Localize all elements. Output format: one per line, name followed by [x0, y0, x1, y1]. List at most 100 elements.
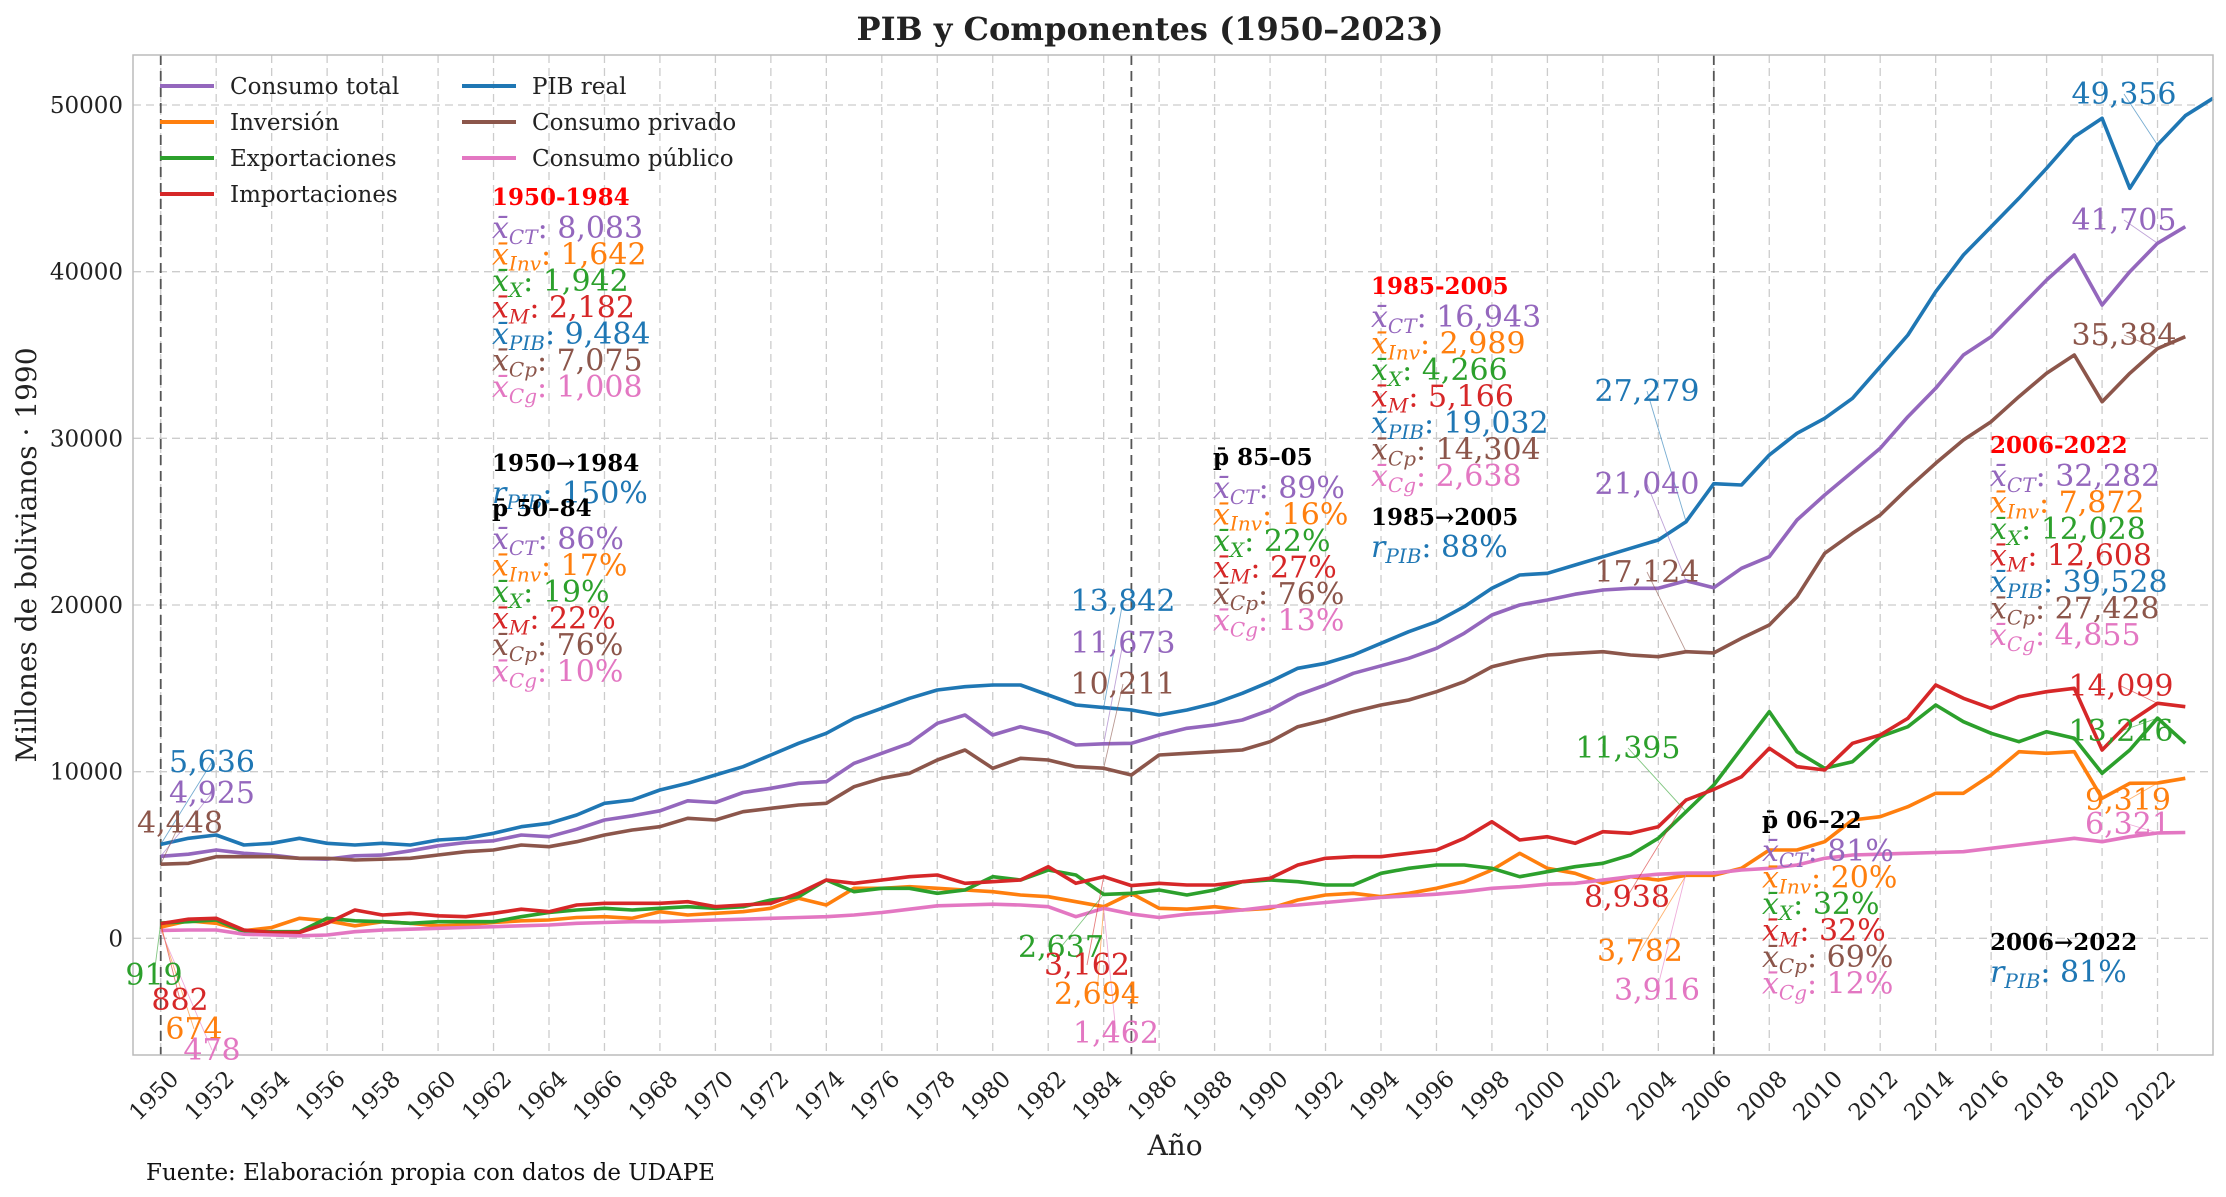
label-leader	[1060, 894, 1105, 948]
point-label: 10,211	[1071, 667, 1176, 702]
annotation-line: x̄Cg: 1,008	[492, 370, 643, 408]
legend: Consumo total Inversión Exportaciones Impor…	[160, 74, 736, 208]
annotation-line: x̄Cg: 10%	[492, 655, 623, 693]
point-labels: 5,6364,9254,44891988267447813,84211,6731…	[125, 77, 2176, 1068]
point-label: 4,448	[137, 806, 223, 841]
series-line-cp	[160, 335, 2187, 866]
label-leader	[1627, 747, 1687, 812]
x-tick-label: 1982	[1012, 1066, 1072, 1126]
plot-frame	[132, 54, 2214, 1056]
label-leader	[1626, 799, 1687, 898]
x-tick-label: 1990	[1234, 1066, 1294, 1126]
annotation-line: x̄Cg: 2,638	[1371, 459, 1522, 497]
x-axis-label: Año	[1146, 1129, 1202, 1162]
label-leaders	[153, 93, 2158, 1051]
label-leader	[160, 822, 181, 865]
x-tick-label: 1964	[513, 1066, 573, 1126]
x-tick-label: 2008	[1733, 1066, 1793, 1126]
annotation-line: x̄X: 32%	[1762, 887, 1880, 925]
annotation-line: x̄M: 5,166	[1371, 380, 1514, 418]
label-leader	[1639, 875, 1687, 952]
point-label: 17,124	[1595, 555, 1700, 590]
growth-value: rPIB: 88%	[1371, 530, 1508, 568]
x-tick-label: 2016	[1955, 1066, 2015, 1126]
share-heading: p̄ 06–22	[1762, 807, 1862, 834]
point-label: 41,705	[2072, 203, 2177, 238]
point-label: 11,673	[1071, 626, 1176, 661]
annotation-line: x̄X: 12,028	[1990, 512, 2146, 550]
label-leader	[2127, 782, 2158, 801]
x-tick-label: 2014	[1899, 1066, 1959, 1126]
point-label: 21,040	[1595, 467, 1700, 502]
annotation-line: x̄CT: 8,083	[492, 211, 643, 249]
period-dividers	[159, 55, 1715, 1055]
annotation-line: x̄Inv: 2,989	[1371, 327, 1526, 365]
point-label: 35,384	[2072, 318, 2177, 353]
annotation-line: x̄Inv: 16%	[1213, 498, 1348, 536]
point-label: 49,356	[2072, 77, 2177, 112]
label-leader	[2123, 93, 2158, 146]
annotation-line: x̄Cp: 69%	[1762, 940, 1893, 978]
x-tick-label: 1966	[568, 1066, 628, 1126]
share-heading: p̄ 50–84	[492, 495, 592, 522]
annotation-line: x̄Cp: 7,075	[492, 344, 643, 382]
x-tick-label: 1968	[624, 1066, 684, 1126]
series-line-x	[160, 703, 2187, 934]
growth-heading: 1985→2005	[1371, 504, 1518, 531]
point-label: 4,925	[169, 776, 255, 811]
x-tick-label: 1972	[735, 1066, 795, 1126]
x-tick-label: 1992	[1289, 1066, 1349, 1126]
annotation-line: x̄Cp: 76%	[1213, 577, 1344, 615]
point-label: 5,636	[169, 745, 255, 780]
period-heading: 1985-2005	[1371, 273, 1509, 300]
point-label: 882	[151, 983, 208, 1018]
label-leader	[2120, 685, 2158, 704]
annotation-line: x̄Inv: 7,872	[1990, 486, 2145, 524]
label-leader	[1103, 683, 1124, 769]
x-tick-label: 1960	[402, 1066, 462, 1126]
label-leader	[2123, 219, 2158, 244]
growth-heading: 1950→1984	[492, 450, 639, 477]
x-tick-label: 2000	[1511, 1066, 1571, 1126]
point-label: 674	[165, 1012, 222, 1047]
annotation-line: x̄M: 27%	[1213, 551, 1337, 589]
annotation-line: x̄PIB: 19,032	[1371, 406, 1549, 444]
annotation-line: x̄M: 12,608	[1990, 539, 2152, 577]
y-tick-label: 20000	[50, 593, 123, 619]
point-label: 3,162	[1044, 948, 1130, 983]
x-tick-label: 1950	[125, 1066, 185, 1126]
point-label: 14,099	[2069, 669, 2174, 704]
point-label: 478	[183, 1033, 240, 1068]
legend-label: Consumo privado	[532, 110, 736, 136]
label-leader	[160, 761, 213, 845]
annotation-line: x̄PIB: 9,484	[492, 317, 651, 355]
annotation-line: x̄M: 22%	[492, 602, 616, 640]
x-tick-label: 2002	[1567, 1066, 1627, 1126]
annotation-line: x̄M: 32%	[1762, 914, 1886, 952]
label-leader	[1646, 483, 1687, 582]
annotation-line: x̄Cg: 4,855	[1990, 618, 2141, 656]
annotation-line: x̄Inv: 1,642	[492, 238, 647, 276]
y-ticks: 0 10000 20000 30000 40000 50000	[50, 93, 123, 952]
annotation-line: x̄CT: 16,943	[1371, 300, 1541, 338]
annotation-line: x̄X: 22%	[1213, 524, 1331, 562]
x-tick-label: 1984	[1067, 1066, 1127, 1126]
x-tick-label: 2006	[1678, 1066, 1738, 1126]
x-tick-label: 1994	[1345, 1066, 1405, 1126]
annotation-line: x̄PIB: 39,528	[1990, 565, 2168, 603]
label-leader	[160, 930, 213, 1051]
series-lines	[160, 96, 2214, 938]
legend-label: Importaciones	[230, 182, 398, 208]
grid	[133, 55, 2213, 1055]
point-label: 2,694	[1054, 977, 1140, 1012]
legend-label: Consumo público	[532, 146, 734, 172]
point-label: 13,216	[2069, 714, 2174, 749]
x-tick-label: 1974	[790, 1066, 850, 1126]
growth-value: rPIB: 150%	[492, 476, 648, 514]
y-tick-label: 30000	[50, 426, 123, 452]
series-line-cg	[160, 830, 2186, 938]
y-axis-label: Millones de bolivianos · 1990	[10, 347, 43, 762]
point-label: 1,462	[1073, 1016, 1159, 1051]
label-leader	[1103, 600, 1124, 708]
